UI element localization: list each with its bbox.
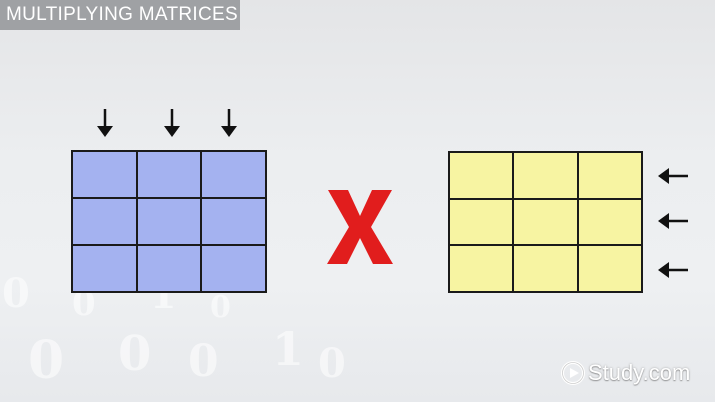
matrix-a-cell (136, 245, 202, 292)
study-com-logo: Study.com (560, 358, 690, 388)
arrow-down-icon (97, 109, 113, 137)
matrix-b-cell (513, 245, 578, 292)
matrix-a (71, 150, 267, 293)
title-bar: MULTIPLYING MATRICES (0, 0, 240, 30)
matrix-b (448, 151, 643, 293)
arrow-left-icon (658, 168, 688, 184)
matrix-b-cell (449, 198, 514, 246)
matrix-a-cell (72, 151, 137, 198)
matrix-a-cell (72, 245, 137, 292)
matrix-a-cell (72, 198, 137, 245)
matrix-a-cell (201, 198, 266, 245)
arrow-left-icon (658, 213, 688, 229)
play-circle-icon (561, 361, 585, 385)
slide-title: MULTIPLYING MATRICES (6, 4, 238, 25)
matrix-b-cell (513, 198, 578, 246)
matrix-b-cell (449, 152, 514, 199)
red-x-multiply-icon (327, 190, 393, 264)
matrix-a-cell (201, 245, 266, 292)
logo-text: Study.com (588, 360, 691, 385)
arrow-left-icon (658, 262, 688, 278)
arrow-down-icon (221, 109, 237, 137)
matrix-b-cell (577, 245, 642, 292)
matrix-a-cell (201, 151, 266, 198)
arrow-down-icon (164, 109, 180, 137)
matrix-b-cell (449, 245, 514, 292)
binary-watermark: 0 0 1 0 0 0 0 1 0 (2, 270, 346, 391)
matrix-b-cell (577, 152, 642, 199)
matrix-b-cell (513, 152, 578, 199)
matrix-a-cell (136, 151, 202, 198)
matrix-b-cell (577, 198, 642, 246)
matrix-a-cell (136, 198, 202, 245)
